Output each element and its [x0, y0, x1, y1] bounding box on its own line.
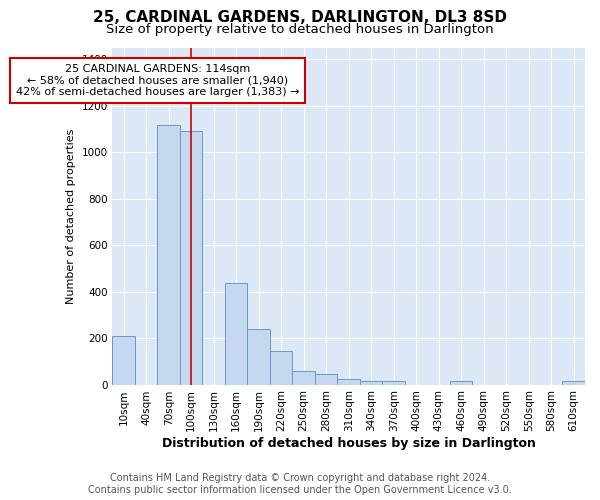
Bar — [112, 336, 135, 384]
Bar — [247, 329, 270, 384]
Bar — [157, 126, 180, 384]
Text: 25, CARDINAL GARDENS, DARLINGTON, DL3 8SD: 25, CARDINAL GARDENS, DARLINGTON, DL3 8S… — [93, 10, 507, 25]
Bar — [292, 370, 315, 384]
Bar — [315, 374, 337, 384]
Bar — [225, 284, 247, 384]
Y-axis label: Number of detached properties: Number of detached properties — [66, 128, 76, 304]
Bar — [382, 381, 405, 384]
Text: Contains HM Land Registry data © Crown copyright and database right 2024.
Contai: Contains HM Land Registry data © Crown c… — [88, 474, 512, 495]
Bar — [450, 381, 472, 384]
Bar — [270, 351, 292, 384]
Text: 25 CARDINAL GARDENS: 114sqm
← 58% of detached houses are smaller (1,940)
42% of : 25 CARDINAL GARDENS: 114sqm ← 58% of det… — [16, 64, 299, 97]
Text: Size of property relative to detached houses in Darlington: Size of property relative to detached ho… — [106, 22, 494, 36]
X-axis label: Distribution of detached houses by size in Darlington: Distribution of detached houses by size … — [162, 437, 536, 450]
Bar — [360, 381, 382, 384]
Bar — [562, 381, 585, 384]
Bar — [180, 131, 202, 384]
Bar — [337, 379, 360, 384]
